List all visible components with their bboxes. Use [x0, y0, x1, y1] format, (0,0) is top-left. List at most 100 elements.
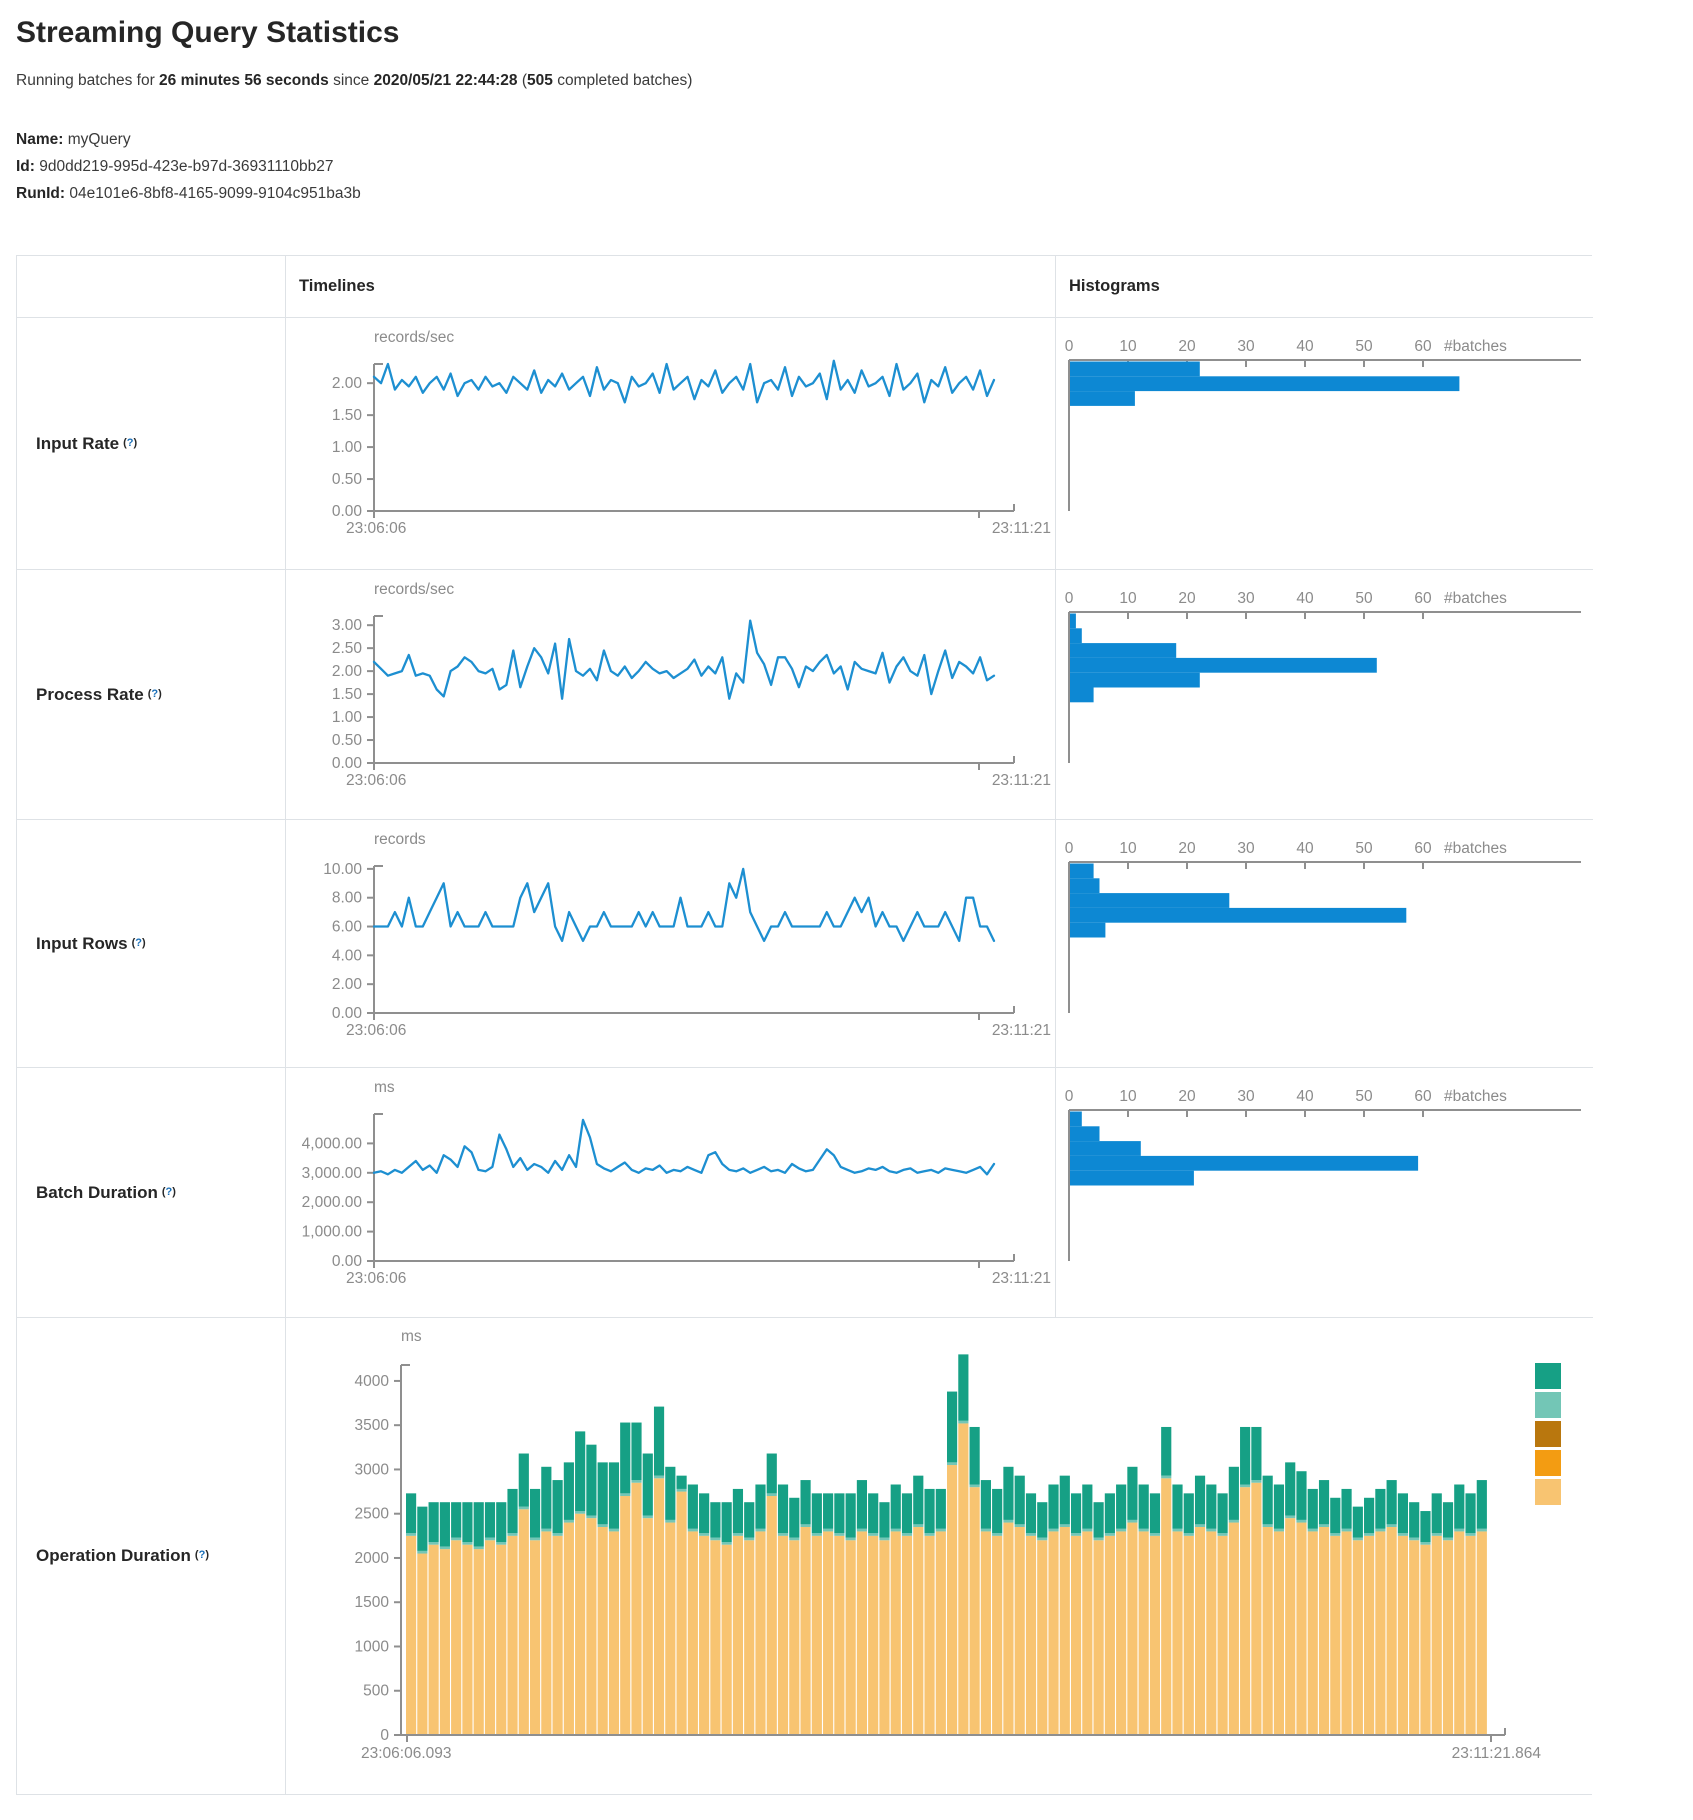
- stacked-bar-segment[interactable]: [856, 1480, 867, 1529]
- stacked-bar-segment[interactable]: [1149, 1533, 1161, 1536]
- stacked-bar-segment[interactable]: [1397, 1493, 1408, 1534]
- stacked-bar-segment[interactable]: [428, 1542, 439, 1545]
- stacked-bar-segment[interactable]: [1194, 1526, 1206, 1735]
- stacked-bar-segment[interactable]: [1476, 1528, 1487, 1532]
- stacked-bar-segment[interactable]: [744, 1537, 755, 1541]
- stacked-bar-segment[interactable]: [1454, 1528, 1465, 1532]
- stacked-bar-segment[interactable]: [868, 1533, 879, 1536]
- stacked-bar-segment[interactable]: [586, 1515, 597, 1519]
- legend-swatch-4[interactable]: [1535, 1479, 1561, 1505]
- stacked-bar-segment[interactable]: [879, 1502, 890, 1538]
- stacked-bar-segment[interactable]: [541, 1528, 552, 1532]
- stacked-bar-segment[interactable]: [608, 1528, 620, 1532]
- stacked-bar-segment[interactable]: [1194, 1524, 1206, 1527]
- stacked-bar-segment[interactable]: [1454, 1531, 1465, 1735]
- stacked-bar-segment[interactable]: [1375, 1488, 1386, 1529]
- stacked-bar-segment[interactable]: [1037, 1537, 1048, 1541]
- stacked-bar-segment[interactable]: [890, 1528, 901, 1532]
- stacked-bar-segment[interactable]: [845, 1540, 856, 1735]
- stacked-bar-segment[interactable]: [1194, 1475, 1206, 1525]
- stacked-bar-segment[interactable]: [732, 1535, 744, 1735]
- stacked-bar-segment[interactable]: [1442, 1537, 1454, 1541]
- stacked-bar-segment[interactable]: [1296, 1519, 1307, 1523]
- stacked-bar-segment[interactable]: [958, 1420, 969, 1424]
- stacked-bar-segment[interactable]: [1330, 1497, 1341, 1534]
- stacked-bar-segment[interactable]: [800, 1524, 811, 1527]
- stacked-bar-segment[interactable]: [1251, 1426, 1262, 1481]
- help-icon[interactable]: (?): [195, 1549, 209, 1561]
- stacked-bar-segment[interactable]: [1273, 1484, 1285, 1529]
- stacked-bar-segment[interactable]: [417, 1506, 428, 1551]
- stacked-bar-segment[interactable]: [800, 1480, 811, 1525]
- help-icon[interactable]: (?): [132, 937, 146, 949]
- stacked-bar-segment[interactable]: [439, 1549, 450, 1735]
- stacked-bar-segment[interactable]: [834, 1535, 845, 1735]
- stacked-bar-segment[interactable]: [800, 1526, 811, 1735]
- stacked-bar-segment[interactable]: [575, 1511, 586, 1514]
- stacked-bar-segment[interactable]: [1161, 1478, 1172, 1735]
- stacked-bar-segment[interactable]: [766, 1453, 777, 1494]
- stacked-bar-segment[interactable]: [1149, 1535, 1161, 1735]
- stacked-bar-segment[interactable]: [744, 1540, 755, 1735]
- stacked-bar-segment[interactable]: [1037, 1502, 1048, 1538]
- stacked-bar-segment[interactable]: [687, 1528, 698, 1532]
- stacked-bar-segment[interactable]: [462, 1502, 473, 1543]
- stacked-bar-segment[interactable]: [1093, 1537, 1104, 1541]
- stacked-bar-segment[interactable]: [913, 1524, 924, 1527]
- input-rate-timeline-chart[interactable]: records/sec 0.00 0.50 1.00 1.50 2.00 23:06:06 2…: [286, 318, 1055, 569]
- stacked-bar-segment[interactable]: [665, 1519, 676, 1523]
- stacked-bar-segment[interactable]: [642, 1518, 653, 1735]
- stacked-bar-segment[interactable]: [1070, 1535, 1082, 1735]
- stacked-bar-segment[interactable]: [721, 1544, 732, 1735]
- stacked-bar-segment[interactable]: [451, 1537, 462, 1541]
- stacked-bar-segment[interactable]: [732, 1488, 744, 1534]
- stacked-bar-segment[interactable]: [1442, 1540, 1454, 1735]
- histogram-bar[interactable]: [1070, 863, 1094, 879]
- stacked-bar-segment[interactable]: [507, 1488, 518, 1534]
- input-rows-timeline-chart[interactable]: records 0.00 2.00 4.00 6.00 8.00 10.00 23:06:06…: [286, 820, 1055, 1067]
- stacked-bar-segment[interactable]: [856, 1531, 867, 1735]
- histogram-bar[interactable]: [1070, 878, 1100, 894]
- stacked-bar-segment[interactable]: [1025, 1533, 1037, 1536]
- stacked-bar-segment[interactable]: [699, 1493, 710, 1534]
- legend-swatch-0[interactable]: [1535, 1363, 1561, 1389]
- stacked-bar-segment[interactable]: [1014, 1475, 1025, 1525]
- stacked-bar-segment[interactable]: [484, 1540, 496, 1735]
- stacked-bar-segment[interactable]: [529, 1488, 541, 1538]
- stacked-bar-segment[interactable]: [1116, 1531, 1127, 1735]
- stacked-bar-segment[interactable]: [563, 1462, 574, 1520]
- stacked-bar-segment[interactable]: [868, 1493, 879, 1534]
- stacked-bar-segment[interactable]: [834, 1533, 845, 1536]
- stacked-bar-segment[interactable]: [1318, 1526, 1330, 1735]
- stacked-bar-segment[interactable]: [439, 1502, 450, 1547]
- stacked-bar-segment[interactable]: [687, 1484, 698, 1529]
- stacked-bar-segment[interactable]: [653, 1475, 665, 1479]
- stacked-bar-segment[interactable]: [766, 1496, 777, 1735]
- stacked-bar-segment[interactable]: [462, 1542, 473, 1545]
- stacked-bar-segment[interactable]: [620, 1496, 631, 1735]
- stacked-bar-segment[interactable]: [1285, 1518, 1296, 1735]
- stacked-bar-segment[interactable]: [1217, 1533, 1228, 1536]
- stacked-bar-segment[interactable]: [406, 1533, 417, 1536]
- stacked-bar-segment[interactable]: [935, 1531, 946, 1735]
- stacked-bar-segment[interactable]: [597, 1526, 608, 1735]
- help-icon[interactable]: (?): [162, 1186, 176, 1198]
- stacked-bar-segment[interactable]: [890, 1531, 901, 1735]
- stacked-bar-segment[interactable]: [608, 1531, 620, 1735]
- histogram-bar[interactable]: [1070, 922, 1106, 938]
- stacked-bar-segment[interactable]: [913, 1475, 924, 1525]
- stacked-bar-segment[interactable]: [642, 1453, 653, 1516]
- stacked-bar-segment[interactable]: [856, 1528, 867, 1532]
- stacked-bar-segment[interactable]: [890, 1484, 901, 1529]
- stacked-bar-segment[interactable]: [1386, 1524, 1397, 1527]
- legend-swatch-3[interactable]: [1535, 1450, 1561, 1476]
- stacked-bar-segment[interactable]: [744, 1502, 755, 1538]
- stacked-bar-segment[interactable]: [1082, 1484, 1093, 1529]
- stacked-bar-segment[interactable]: [1364, 1497, 1375, 1534]
- stacked-bar-segment[interactable]: [597, 1524, 608, 1527]
- stacked-bar-segment[interactable]: [1025, 1493, 1037, 1534]
- stacked-bar-segment[interactable]: [879, 1540, 890, 1735]
- stacked-bar-segment[interactable]: [665, 1466, 676, 1520]
- stacked-bar-segment[interactable]: [1127, 1519, 1138, 1523]
- stacked-bar-segment[interactable]: [518, 1453, 529, 1507]
